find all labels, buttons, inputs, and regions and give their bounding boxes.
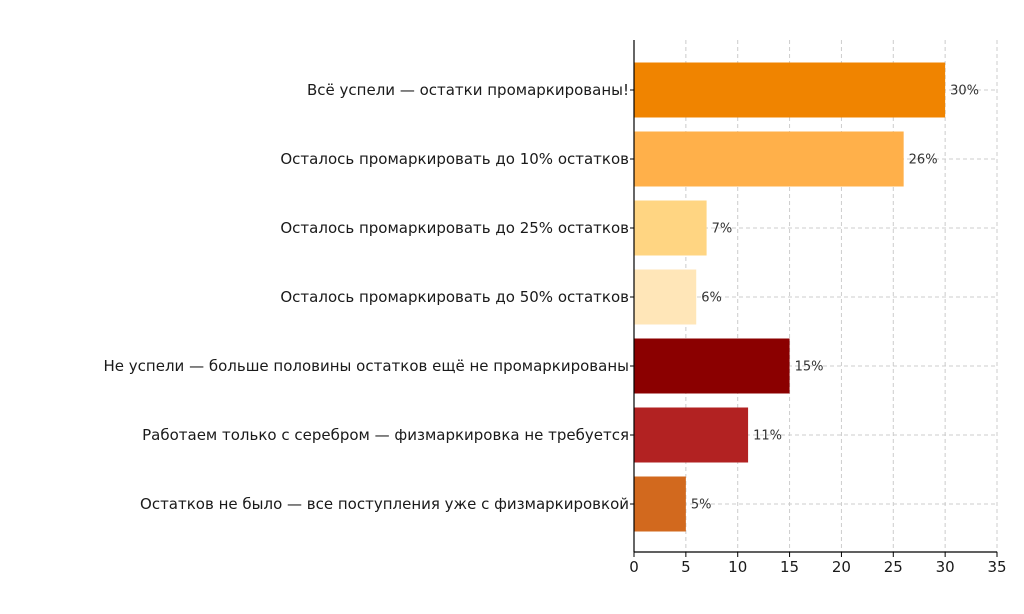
x-tick-label: 20 bbox=[832, 558, 851, 576]
category-label: Не успели — больше половины остатков ещё… bbox=[104, 357, 629, 375]
x-tick-label: 35 bbox=[987, 558, 1006, 576]
data-label: 7% bbox=[712, 222, 733, 237]
x-tick-label: 30 bbox=[936, 558, 955, 576]
data-label: 30% bbox=[950, 84, 979, 99]
category-label: Всё успели — остатки промаркированы! bbox=[307, 81, 629, 99]
category-label: Осталось промаркировать до 50% остатков bbox=[280, 288, 629, 306]
data-label: 5% bbox=[691, 498, 712, 513]
category-label: Остатков не было — все поступления уже с… bbox=[140, 495, 629, 513]
category-label: Работаем только с серебром — физмаркиров… bbox=[142, 426, 629, 444]
bar bbox=[634, 200, 707, 256]
labels-layer: Всё успели — остатки промаркированы! 30% О… bbox=[104, 81, 980, 513]
bars-layer bbox=[634, 62, 946, 532]
bar bbox=[634, 338, 790, 394]
bar bbox=[634, 407, 749, 463]
x-tick-label: 25 bbox=[884, 558, 903, 576]
bar bbox=[634, 476, 686, 532]
x-tick-label: 5 bbox=[681, 558, 691, 576]
x-tick-label: 10 bbox=[728, 558, 747, 576]
grid-layer bbox=[634, 40, 998, 552]
bar bbox=[634, 62, 946, 118]
bar bbox=[634, 269, 697, 325]
data-label: 11% bbox=[753, 429, 782, 444]
data-label: 15% bbox=[795, 360, 824, 375]
data-label: 6% bbox=[701, 291, 722, 306]
x-tick-label: 0 bbox=[629, 558, 639, 576]
data-label: 26% bbox=[909, 153, 938, 168]
x-tick-label: 15 bbox=[780, 558, 799, 576]
axis-layer: 0 5 10 15 20 25 30 35 bbox=[629, 40, 1007, 576]
category-label: Осталось промаркировать до 10% остатков bbox=[280, 150, 629, 168]
category-label: Осталось промаркировать до 25% остатков bbox=[280, 219, 629, 237]
bar bbox=[634, 131, 904, 187]
